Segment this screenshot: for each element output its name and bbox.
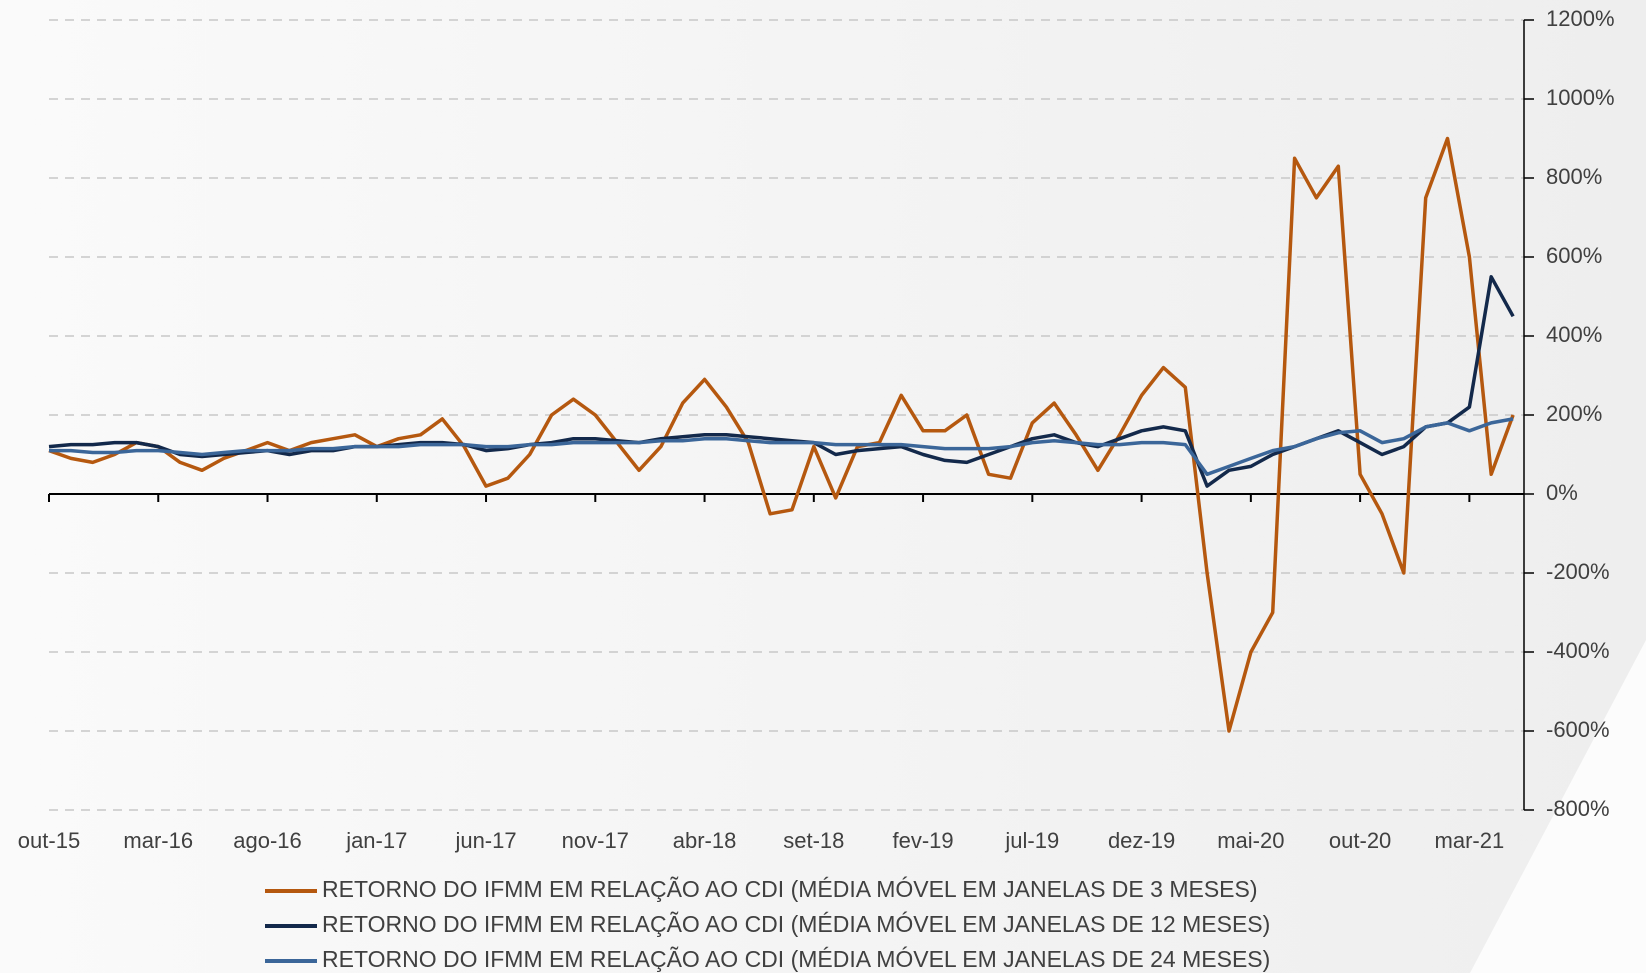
y-tick-label: 800% [1546, 164, 1602, 189]
decor [1470, 640, 1646, 973]
x-tick-label: set-18 [783, 828, 844, 853]
x-tick-label: ago-16 [233, 828, 302, 853]
x-tick-label: dez-19 [1108, 828, 1175, 853]
series-line [49, 417, 1514, 477]
series-line [48, 136, 1515, 733]
x-tick-label: out-15 [18, 828, 80, 853]
legend-label: RETORNO DO IFMM EM RELAÇÃO AO CDI (MÉDIA… [322, 876, 1258, 902]
y-tick-label: 1000% [1546, 85, 1615, 110]
series-line [48, 275, 1515, 488]
x-tick-label: mar-16 [123, 828, 193, 853]
y-tick-label: -600% [1546, 717, 1610, 742]
x-tick-label: abr-18 [673, 828, 737, 853]
y-tick-label: -400% [1546, 638, 1610, 663]
x-tick-label: fev-19 [892, 828, 953, 853]
legend-label: RETORNO DO IFMM EM RELAÇÃO AO CDI (MÉDIA… [322, 946, 1270, 972]
y-tick-label: 400% [1546, 322, 1602, 347]
y-tick-label: 600% [1546, 243, 1602, 268]
x-tick-label: mai-20 [1217, 828, 1284, 853]
y-tick-label: 200% [1546, 401, 1602, 426]
y-tick-label: -800% [1546, 796, 1610, 821]
x-tick-label: jan-17 [345, 828, 407, 853]
x-tick-label: jul-19 [1004, 828, 1059, 853]
y-tick-label: 0% [1546, 480, 1578, 505]
x-tick-label: out-20 [1329, 828, 1391, 853]
legend-label: RETORNO DO IFMM EM RELAÇÃO AO CDI (MÉDIA… [322, 911, 1270, 937]
y-tick-label: 1200% [1546, 6, 1615, 31]
x-tick-label: jun-17 [454, 828, 516, 853]
y-tick-label: -200% [1546, 559, 1610, 584]
x-tick-label: mar-21 [1435, 828, 1505, 853]
x-tick-label: nov-17 [562, 828, 629, 853]
